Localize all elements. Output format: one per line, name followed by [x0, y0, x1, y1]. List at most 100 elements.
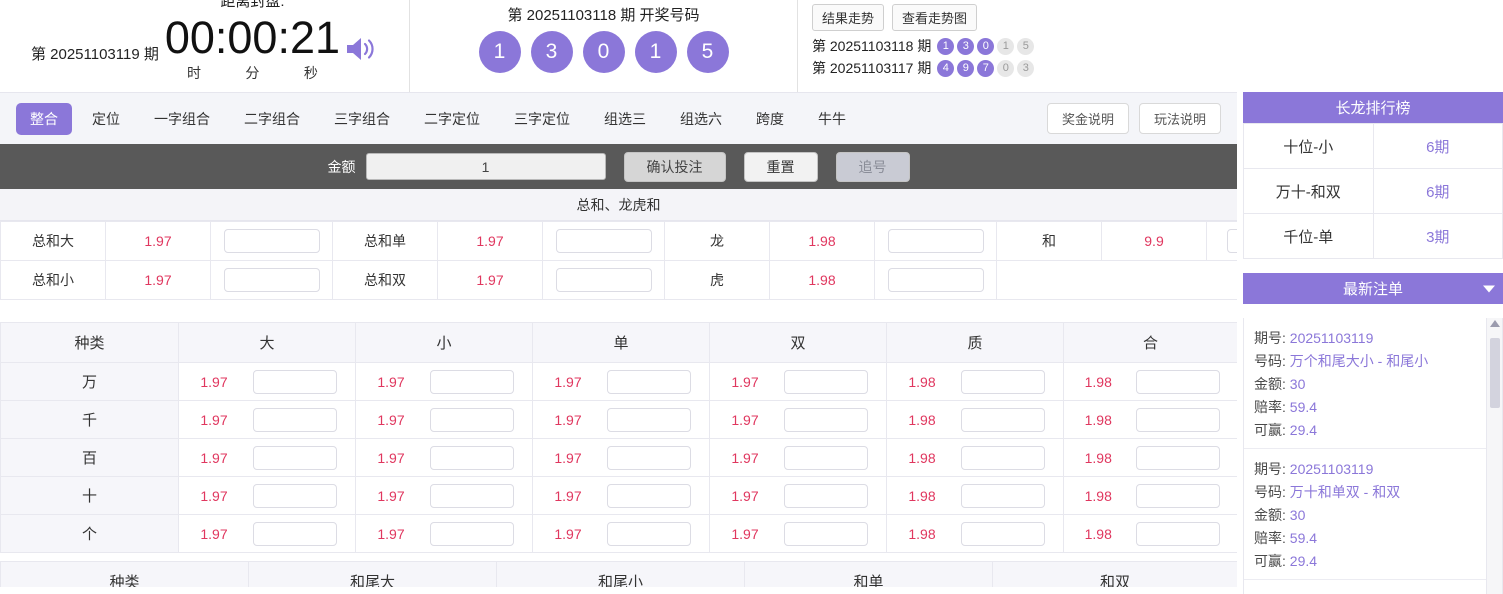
tab-erzidingwei[interactable]: 二字定位 — [424, 110, 480, 127]
bet-amount-input[interactable] — [961, 521, 1045, 546]
bet-amount-input[interactable] — [961, 369, 1045, 394]
bet-amount-input[interactable] — [607, 369, 691, 394]
bet-odds[interactable]: 1.97 — [200, 411, 228, 428]
list-item[interactable]: 万十-和双 6期 — [1243, 168, 1503, 214]
orders-scrollbar[interactable] — [1486, 318, 1502, 594]
tab-zonghe[interactable]: 整合 — [16, 102, 72, 135]
bet-amount-input[interactable] — [253, 521, 337, 546]
bet-name-zongheshuang[interactable]: 总和双 — [332, 260, 438, 300]
bet-odds[interactable]: 1.97 — [554, 449, 582, 466]
chase-number-button[interactable]: 追号 — [835, 151, 910, 182]
tab-kuadu[interactable]: 跨度 — [756, 110, 784, 127]
list-item[interactable]: 期号: 20251103119 号码: 万十和单双 - 和双 金额: 30 赔率… — [1244, 449, 1486, 580]
bet-odds[interactable]: 1.98 — [908, 373, 936, 390]
bet-amount-input[interactable] — [253, 483, 337, 508]
bet-amount-input-zonghedan[interactable] — [555, 229, 652, 253]
list-item[interactable]: 千位-单 3期 — [1243, 213, 1503, 259]
bet-amount-input[interactable] — [253, 369, 337, 394]
bet-odds[interactable]: 1.97 — [200, 487, 228, 504]
bet-amount-input[interactable] — [253, 407, 337, 432]
bet-odds[interactable]: 1.97 — [377, 411, 405, 428]
bet-odds[interactable]: 1.97 — [200, 373, 228, 390]
bet-odds[interactable]: 1.98 — [1084, 525, 1112, 542]
tab-dingwei[interactable]: 定位 — [92, 110, 120, 127]
bet-amount-input[interactable] — [430, 483, 514, 508]
bet-odds[interactable]: 1.97 — [731, 373, 759, 390]
digit-row-label[interactable]: 千 — [0, 400, 179, 439]
bet-odds[interactable]: 1.97 — [554, 373, 582, 390]
result-trend-button[interactable]: 结果走势 — [812, 4, 885, 31]
bet-name-he[interactable]: 和 — [996, 221, 1102, 261]
bet-odds[interactable]: 1.97 — [377, 525, 405, 542]
bet-name-hu[interactable]: 虎 — [664, 260, 770, 300]
bet-odds[interactable]: 1.98 — [1084, 373, 1112, 390]
scrollbar-thumb[interactable] — [1490, 338, 1500, 408]
bet-odds[interactable]: 1.98 — [1084, 487, 1112, 504]
tab-zuxuanliu[interactable]: 组选六 — [680, 110, 722, 127]
prize-info-button[interactable]: 奖金说明 — [1046, 103, 1129, 134]
bet-odds[interactable]: 1.97 — [554, 487, 582, 504]
bet-amount-input[interactable] — [253, 445, 337, 470]
tab-zuxuansan[interactable]: 组选三 — [604, 110, 646, 127]
bet-odds[interactable]: 1.97 — [377, 487, 405, 504]
bet-amount-input[interactable] — [430, 521, 514, 546]
digit-row-label[interactable]: 十 — [0, 476, 179, 515]
digit-row-label[interactable]: 万 — [0, 362, 179, 401]
confirm-bet-button[interactable]: 确认投注 — [623, 151, 726, 182]
digit-row-label[interactable]: 个 — [0, 514, 179, 553]
bet-odds[interactable]: 1.98 — [908, 525, 936, 542]
tab-sanzidingwei[interactable]: 三字定位 — [514, 110, 570, 127]
chevron-down-icon[interactable] — [1483, 285, 1495, 292]
bet-amount-input[interactable] — [607, 407, 691, 432]
bet-amount-input[interactable] — [784, 483, 868, 508]
bet-amount-input-zongheda[interactable] — [223, 229, 320, 253]
bet-amount-input[interactable] — [1135, 369, 1220, 394]
bet-amount-input[interactable] — [607, 483, 691, 508]
rules-info-button[interactable]: 玩法说明 — [1138, 103, 1221, 134]
view-trend-chart-button[interactable]: 查看走势图 — [892, 4, 978, 31]
bet-amount-input[interactable] — [430, 369, 514, 394]
bet-amount-input-long[interactable] — [887, 229, 984, 253]
bet-amount-input[interactable] — [784, 369, 868, 394]
tab-yizizuhe[interactable]: 一字组合 — [154, 110, 210, 127]
tab-sanzizuhe[interactable]: 三字组合 — [334, 110, 390, 127]
bet-odds[interactable]: 1.97 — [731, 411, 759, 428]
bet-amount-input[interactable] — [607, 521, 691, 546]
bet-odds[interactable]: 1.98 — [908, 411, 936, 428]
bet-name-zongheda[interactable]: 总和大 — [0, 221, 106, 261]
bet-odds[interactable]: 1.97 — [731, 449, 759, 466]
bet-amount-input[interactable] — [784, 407, 868, 432]
speaker-icon[interactable] — [344, 34, 378, 64]
bet-odds[interactable]: 1.98 — [1084, 411, 1112, 428]
tab-niuniu[interactable]: 牛牛 — [818, 110, 846, 127]
tab-erzizuhe[interactable]: 二字组合 — [244, 110, 300, 127]
bet-amount-input-zongheshuang[interactable] — [555, 268, 652, 292]
bet-amount-input[interactable] — [1135, 521, 1220, 546]
bet-amount-input-hu[interactable] — [887, 268, 984, 292]
list-item[interactable]: 十位-小 6期 — [1243, 123, 1503, 169]
amount-input[interactable] — [365, 153, 606, 180]
bet-odds[interactable]: 1.98 — [908, 449, 936, 466]
bet-amount-input[interactable] — [430, 445, 514, 470]
bet-amount-input[interactable] — [1135, 483, 1220, 508]
bet-name-long[interactable]: 龙 — [664, 221, 770, 261]
bet-odds[interactable]: 1.97 — [200, 525, 228, 542]
bet-odds[interactable]: 1.97 — [731, 525, 759, 542]
bet-odds[interactable]: 1.97 — [731, 487, 759, 504]
bet-odds[interactable]: 1.97 — [200, 449, 228, 466]
bet-amount-input[interactable] — [1135, 445, 1220, 470]
bet-name-zonghexiao[interactable]: 总和小 — [0, 260, 106, 300]
bet-odds[interactable]: 1.98 — [1084, 449, 1112, 466]
bet-odds[interactable]: 1.97 — [377, 449, 405, 466]
bet-amount-input[interactable] — [961, 407, 1045, 432]
bet-amount-input[interactable] — [784, 521, 868, 546]
bet-odds[interactable]: 1.97 — [554, 525, 582, 542]
bet-amount-input[interactable] — [961, 483, 1045, 508]
bet-amount-input[interactable] — [961, 445, 1045, 470]
bet-odds[interactable]: 1.97 — [554, 411, 582, 428]
bet-name-zonghedan[interactable]: 总和单 — [332, 221, 438, 261]
digit-row-label[interactable]: 百 — [0, 438, 179, 477]
list-item[interactable]: 期号: 20251103119 号码: 万个和尾大小 - 和尾小 金额: 30 … — [1244, 318, 1486, 449]
scroll-up-icon[interactable] — [1490, 320, 1500, 327]
reset-button[interactable]: 重置 — [743, 151, 818, 182]
